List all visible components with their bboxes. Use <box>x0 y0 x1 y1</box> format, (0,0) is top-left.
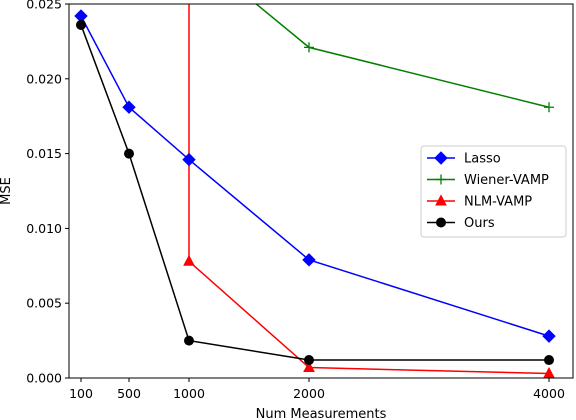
legend-marker-wiener-vamp <box>436 174 446 185</box>
x-axis-title: Num Measurements <box>256 407 387 420</box>
data-point-lasso <box>302 253 316 267</box>
legend-label-lasso: Lasso <box>464 152 501 167</box>
legend-marker-lasso <box>434 151 448 165</box>
legend-label-nlm-vamp: NLM-VAMP <box>464 195 532 210</box>
x-axis-ticks: 100 500 1000 2000 4000 <box>69 378 565 401</box>
data-point-nlm-vamp <box>303 360 315 373</box>
y-tick-label: 0.005 <box>26 296 62 311</box>
x-tick-label: 1000 <box>173 386 205 401</box>
legend: Lasso Wiener-VAMP NLM-VAMP Ours <box>420 145 567 238</box>
plot-frame <box>68 3 574 379</box>
marker-layer <box>74 9 556 378</box>
data-point-ours <box>544 355 554 366</box>
data-point-ours <box>304 355 314 366</box>
y-tick-label: 0.015 <box>26 146 62 161</box>
y-axis-ticks: 0.000 0.005 0.010 0.015 0.020 0.025 <box>26 0 69 386</box>
y-tick-label: 0.025 <box>26 0 62 12</box>
y-axis-title: MSE <box>0 177 14 205</box>
y-tick-label: 0.020 <box>26 71 62 86</box>
data-point-wiener-vamp <box>304 42 314 53</box>
data-point-ours <box>184 335 194 346</box>
series-line-wiener-vamp <box>255 4 550 108</box>
x-tick-label: 4000 <box>533 386 565 401</box>
legend-label-wiener-vamp: Wiener-VAMP <box>464 173 549 188</box>
x-tick-label: 500 <box>117 386 141 401</box>
data-point-lasso <box>542 329 556 343</box>
x-tick-label: 2000 <box>293 386 325 401</box>
data-point-nlm-vamp <box>183 254 195 266</box>
y-tick-label: 0.000 <box>26 371 62 386</box>
data-point-ours <box>76 19 86 30</box>
legend-box <box>420 145 567 238</box>
data-point-wiener-vamp <box>544 102 554 113</box>
x-tick-label: 100 <box>69 386 93 401</box>
series-line-nlm-vamp <box>188 4 550 375</box>
y-tick-label: 0.010 <box>26 221 62 236</box>
data-point-lasso <box>182 152 196 167</box>
data-point-ours <box>124 148 134 159</box>
legend-marker-ours <box>436 217 446 228</box>
legend-marker-nlm-vamp <box>435 194 447 206</box>
legend-label-ours: Ours <box>464 216 495 231</box>
data-point-lasso <box>122 100 136 114</box>
